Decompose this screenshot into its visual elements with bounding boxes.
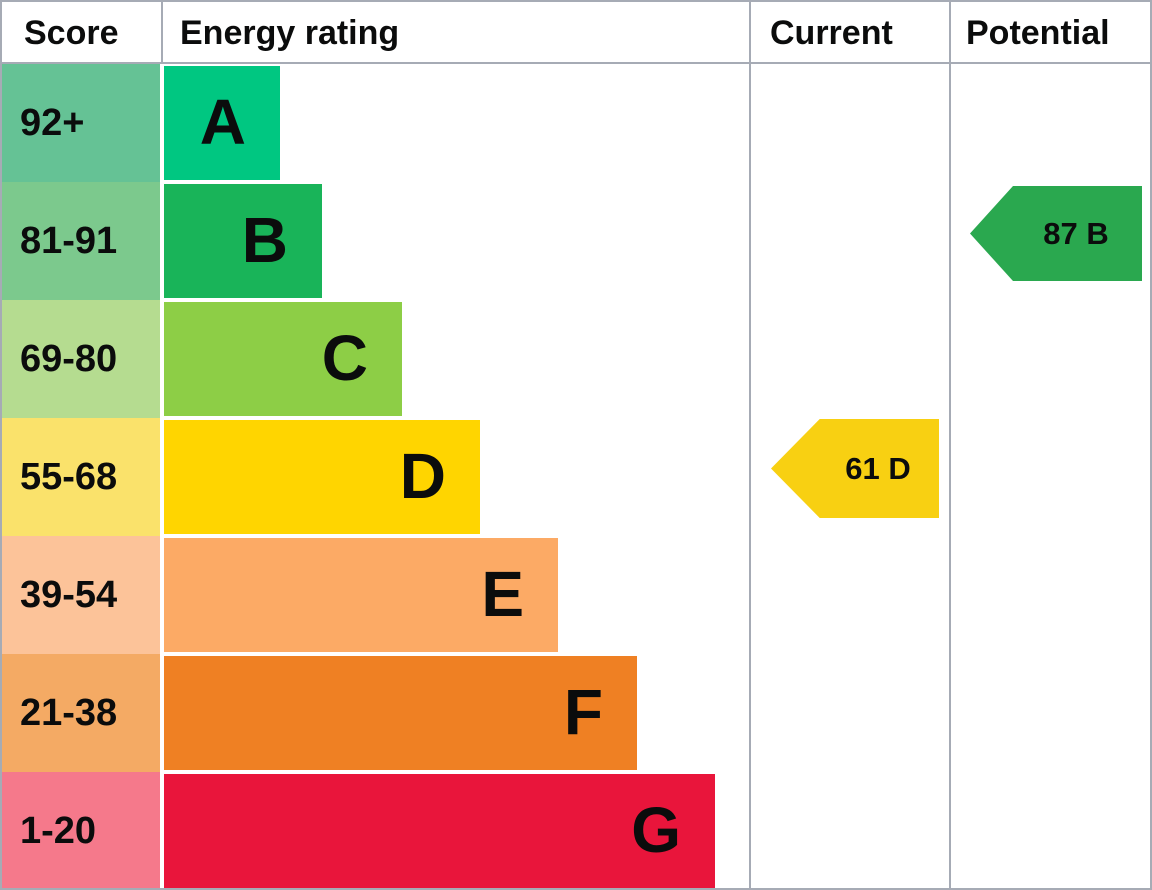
score-cell-c: 69-80 xyxy=(2,300,160,418)
potential-rating-label: 87 B xyxy=(1043,215,1109,251)
header-potential: Potential xyxy=(966,14,1110,52)
band-row-d: 55-68 D xyxy=(2,418,1150,536)
band-row-f: 21-38 F xyxy=(2,654,1150,772)
score-column-divider xyxy=(161,2,163,64)
score-cell-b: 81-91 xyxy=(2,182,160,300)
score-cell-d: 55-68 xyxy=(2,418,160,536)
rating-bar-c: C xyxy=(164,302,402,416)
band-row-c: 69-80 C xyxy=(2,300,1150,418)
chart-header: Score Energy rating Current Potential xyxy=(2,2,1150,64)
rating-bar-g: G xyxy=(164,774,715,888)
band-row-g: 1-20 G xyxy=(2,772,1150,888)
rating-bar-b: B xyxy=(164,184,322,298)
rating-bar-e: E xyxy=(164,538,558,652)
header-current: Current xyxy=(770,14,893,52)
header-energy-rating: Energy rating xyxy=(180,14,400,52)
score-cell-e: 39-54 xyxy=(2,536,160,654)
score-cell-a: 92+ xyxy=(2,64,160,182)
score-cell-f: 21-38 xyxy=(2,654,160,772)
current-column-divider xyxy=(749,2,751,888)
potential-rating-arrow: 87 B xyxy=(970,186,1142,281)
rating-bar-d: D xyxy=(164,420,480,534)
score-cell-g: 1-20 xyxy=(2,772,160,888)
potential-column-divider xyxy=(949,2,951,888)
current-rating-label: 61 D xyxy=(845,450,911,486)
rating-bar-a: A xyxy=(164,66,280,180)
band-row-e: 39-54 E xyxy=(2,536,1150,654)
band-row-a: 92+ A xyxy=(2,64,1150,182)
rating-bar-f: F xyxy=(164,656,637,770)
band-row-b: 81-91 B xyxy=(2,182,1150,300)
header-score: Score xyxy=(24,14,119,52)
